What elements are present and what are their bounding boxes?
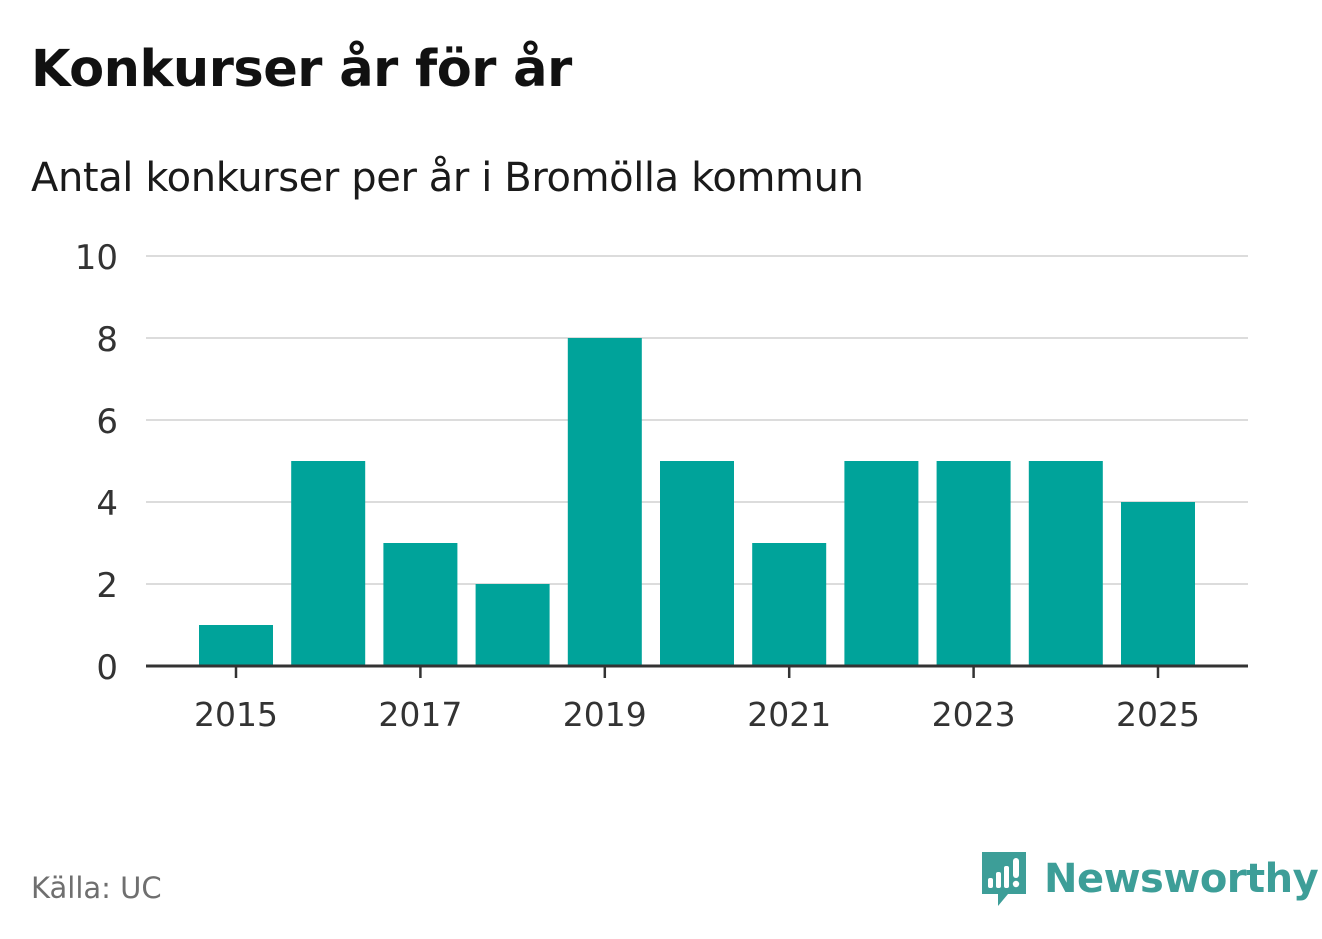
bar-2018 [475, 584, 550, 666]
bars [199, 338, 1195, 666]
bar-2023 [936, 461, 1011, 666]
y-tick-label: 10 [75, 238, 118, 278]
bar-2015 [199, 625, 273, 666]
axes [146, 664, 1248, 678]
x-tick-label: 2021 [747, 695, 831, 734]
y-tick-label: 6 [96, 402, 118, 442]
chart-title: Konkurser år för år [31, 40, 572, 99]
bar-2016 [291, 461, 366, 666]
bar-2019 [567, 338, 642, 666]
bar-2020 [660, 461, 734, 666]
brand-name: Newsworthy [1044, 856, 1319, 902]
y-tick-label: 8 [96, 320, 118, 360]
bar-chart: 0 2 4 6 8 10 2015 2017 2019 2021 2023 2025 [75, 238, 1248, 734]
bar-2025 [1121, 502, 1195, 666]
tick-labels: 0 2 4 6 8 10 2015 2017 2019 2021 2023 2025 [75, 238, 1200, 734]
bar-2024 [1028, 461, 1103, 666]
x-tick-label: 2015 [194, 695, 278, 734]
x-tick-label: 2019 [563, 695, 647, 734]
source-note: Källa: UC [31, 871, 162, 905]
brand: Newsworthy [978, 846, 1319, 912]
y-tick-label: 0 [96, 648, 118, 688]
bar-2017 [383, 543, 458, 666]
newsworthy-logo-icon [982, 852, 1026, 906]
chart-subtitle: Antal konkurser per år i Bromölla kommun [31, 155, 864, 201]
y-tick-label: 2 [96, 566, 118, 606]
bar-2021 [752, 543, 827, 666]
x-tick-label: 2023 [932, 695, 1016, 734]
x-tick-label: 2017 [378, 695, 462, 734]
bar-2022 [844, 461, 919, 666]
y-tick-label: 4 [96, 484, 118, 524]
x-tick-label: 2025 [1116, 695, 1200, 734]
